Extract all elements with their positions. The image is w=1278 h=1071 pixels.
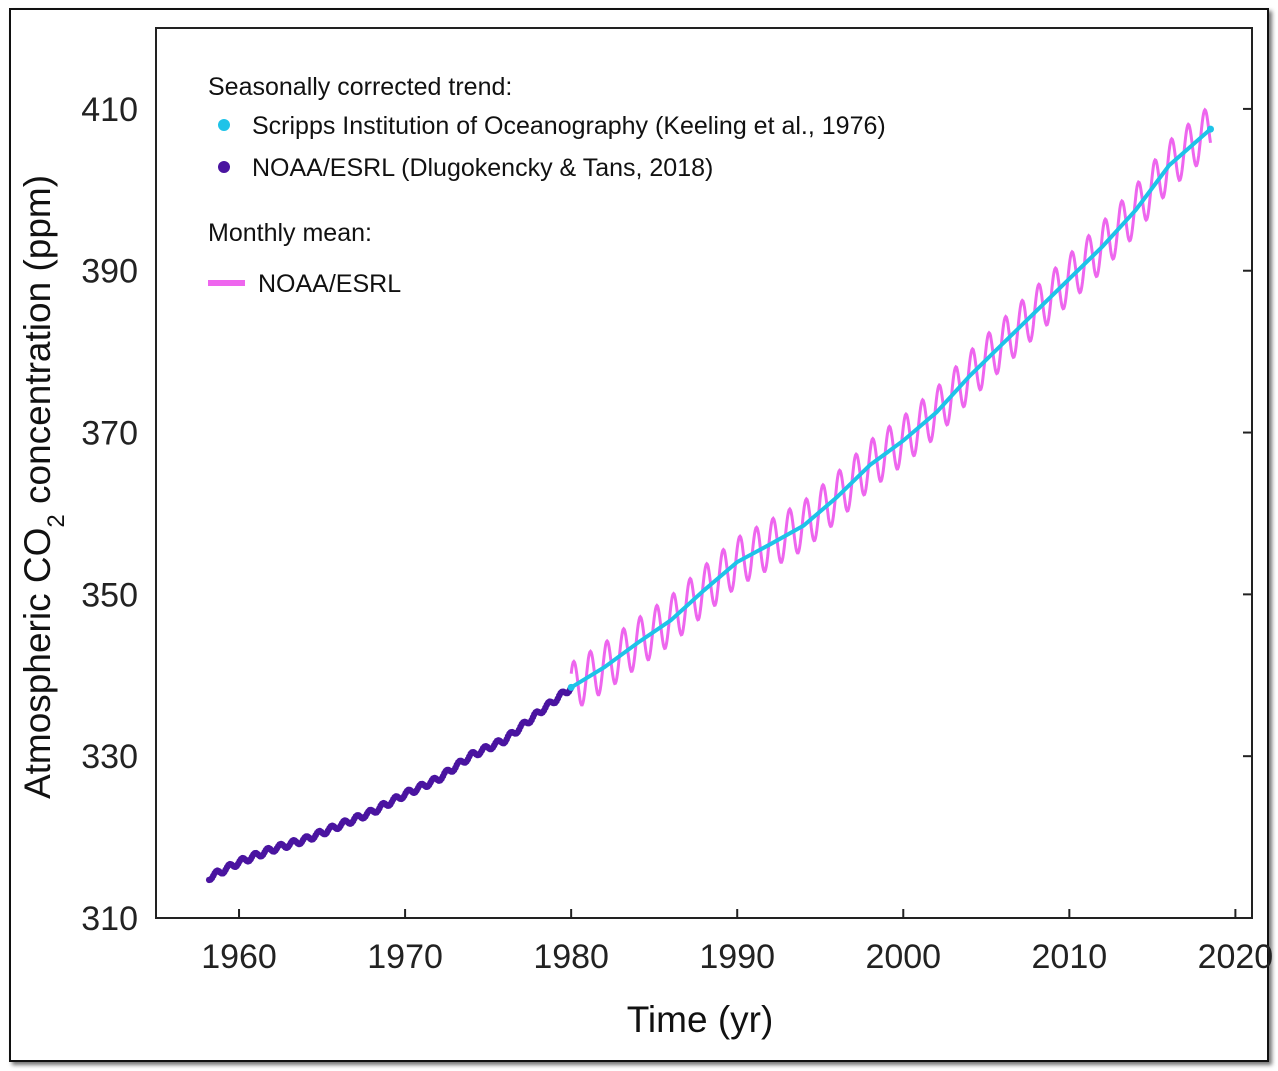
axes-box: [155, 27, 1253, 919]
x-tick-label-1990: 1990: [699, 938, 775, 976]
y-axis-title: Atmospheric CO2 concentration (ppm): [17, 175, 70, 799]
y-axis-title-subscript: 2: [43, 514, 70, 527]
x-tick-label-2010: 2010: [1032, 938, 1108, 976]
x-tick-label-1970: 1970: [367, 938, 443, 976]
y-axis-title-prefix: Atmospheric CO: [17, 528, 58, 799]
x-axis-title: Time (yr): [627, 999, 774, 1040]
y-tick-label-410: 410: [81, 91, 138, 129]
legend-label-noaa: NOAA/ESRL (Dlugokencky & Tans, 2018): [252, 154, 713, 182]
x-tick-label-2020: 2020: [1198, 938, 1274, 976]
y-tick-label-370: 370: [81, 415, 138, 453]
trend-start-point: [567, 683, 575, 691]
series-monthly-mean-noaa: [569, 107, 1212, 707]
legend-marker-scripps: [218, 119, 230, 131]
legend-heading-trend: Seasonally corrected trend:: [208, 73, 512, 101]
y-tick-label-390: 390: [81, 253, 138, 291]
y-axis-title-suffix: concentration (ppm): [17, 175, 58, 514]
trend-end-point: [1207, 125, 1214, 133]
axis-ticks: 1960 1970 1980 1990 2000 2010 2020 310 330 350 370…: [81, 91, 1273, 976]
series-layer: [205, 107, 1214, 884]
x-tick-label-1980: 1980: [533, 938, 609, 976]
x-tick-label-2000: 2000: [865, 938, 941, 976]
plot-area: [155, 27, 1253, 919]
y-tick-label-310: 310: [81, 900, 138, 938]
series-trend-noaa: [570, 127, 1212, 690]
legend-marker-noaa: [218, 161, 230, 173]
series-early-record: [205, 686, 574, 884]
y-tick-label-350: 350: [81, 576, 138, 614]
legend: Seasonally corrected trend: Scripps Inst…: [208, 73, 886, 298]
legend-label-scripps: Scripps Institution of Oceanography (Kee…: [252, 112, 886, 140]
y-tick-label-330: 330: [81, 738, 138, 776]
figure-frame: [9, 8, 1269, 1062]
legend-heading-monthly: Monthly mean:: [208, 219, 372, 247]
legend-label-monthly: NOAA/ESRL: [258, 270, 401, 298]
x-tick-label-1960: 1960: [201, 938, 277, 976]
